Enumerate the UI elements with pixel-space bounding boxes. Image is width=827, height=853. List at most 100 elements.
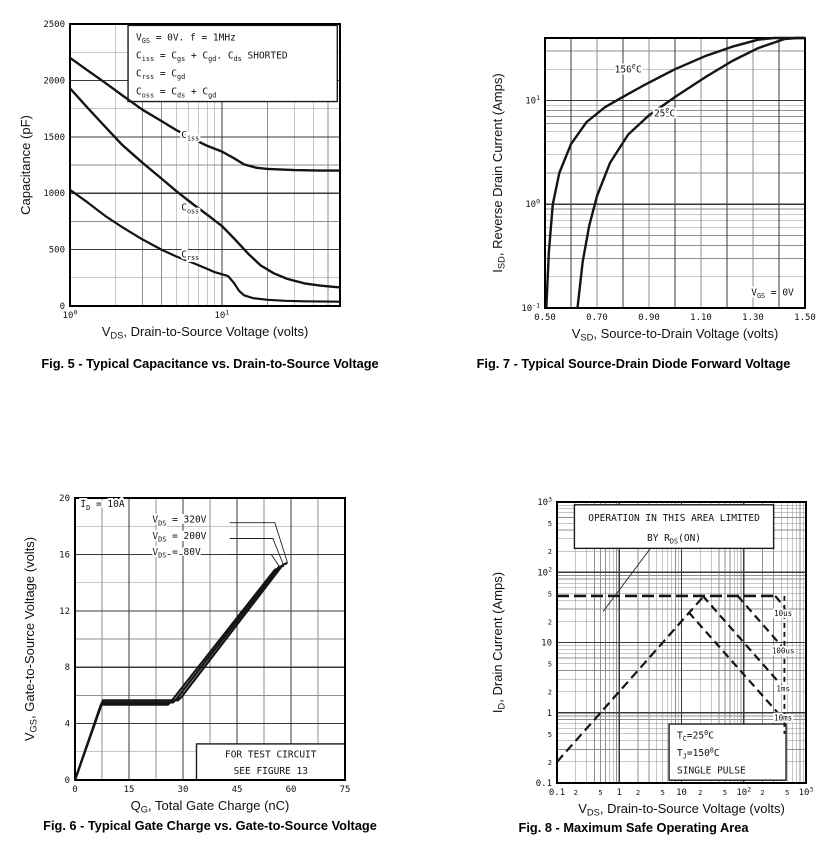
x-tick-label: 0 xyxy=(72,785,77,795)
y-tick-label: 0 xyxy=(60,302,65,312)
y-axis-title: VGS, Gate-to-Source Voltage (volts) xyxy=(22,537,39,741)
y-tick-label: 20 xyxy=(59,494,70,504)
plot-border xyxy=(544,37,806,309)
x-tick-label: 103 xyxy=(799,785,814,798)
curve-label: 10ms xyxy=(774,713,792,722)
series-rds_on_limit xyxy=(556,595,705,763)
y-tick-label: 16 xyxy=(59,550,70,560)
curve-label: Ciss xyxy=(181,130,199,143)
y-tick-label: 500 xyxy=(49,246,65,256)
plot-border xyxy=(69,23,341,307)
fig6-caption: Fig. 6 - Typical Gate Charge vs. Gate-to… xyxy=(43,818,377,833)
y-tick-label: 1000 xyxy=(43,189,65,199)
x-tick-label: 10 xyxy=(676,788,687,798)
y-tick-label: 4 xyxy=(65,720,70,730)
series-pulse_100us xyxy=(736,595,786,651)
x-axis-title: VSD, Source-to-Drain Voltage (volts) xyxy=(572,326,779,343)
fig7-plot: 1500C 250C VGS = 0V 0.50 0.70 0.90 1.10 1.30 1.5… xyxy=(490,36,816,343)
x-tick-label: 2 xyxy=(636,789,640,797)
plot-border xyxy=(74,497,346,781)
x-axis-title: QG, Total Gate Charge (nC) xyxy=(131,798,290,815)
leader-line xyxy=(229,522,288,563)
y-tick-label: 1500 xyxy=(43,133,65,143)
x-tick-label: 30 xyxy=(178,785,189,795)
leader-line xyxy=(229,538,285,566)
y-tick-label: 100 xyxy=(525,198,540,211)
y-tick-label: 0.1 xyxy=(536,779,552,789)
annotation-text: SEE FIGURE 13 xyxy=(234,766,308,777)
figure-8: OPERATION IN THIS AREA LIMITED BY RDS(ON)… xyxy=(440,486,827,836)
y-tick-label: 2 xyxy=(548,759,552,767)
annotation-box xyxy=(573,504,775,550)
leader-line xyxy=(229,554,281,568)
grid-minor xyxy=(75,498,345,780)
annotation-text: Ciss = Cgs + Cgd. Cds SHORTED xyxy=(136,50,288,63)
fig8-caption: Fig. 8 - Maximum Safe Operating Area xyxy=(518,820,749,835)
x-tick-label: 1.10 xyxy=(690,313,712,323)
figure-6: FOR TEST CIRCUIT SEE FIGURE 13 ID = 10A VDS… xyxy=(0,486,420,834)
x-tick-label: 1 xyxy=(617,788,622,798)
curve-label: 1ms xyxy=(776,685,790,694)
curve-label: 10us xyxy=(774,609,792,618)
y-tick-label: 8 xyxy=(65,663,70,673)
x-tick-label: 5 xyxy=(723,789,727,797)
x-tick-label: 1.30 xyxy=(742,313,764,323)
fig5-caption: Fig. 5 - Typical Capacitance vs. Drain-t… xyxy=(41,356,379,371)
annotation-text: BY RDS(ON) xyxy=(647,533,701,546)
series-pulse_1ms xyxy=(701,595,786,690)
plot-border xyxy=(556,501,807,784)
y-tick-label: 12 xyxy=(59,607,70,617)
fig8-plot: OPERATION IN THIS AREA LIMITED BY RDS(ON)… xyxy=(490,495,814,817)
fig8-chart: OPERATION IN THIS AREA LIMITED BY RDS(ON)… xyxy=(440,486,827,818)
curve-label: VGS = 0V xyxy=(751,287,794,300)
x-tick-label: 0.1 xyxy=(549,788,565,798)
y-tick-label: 10-1 xyxy=(521,301,540,314)
series-Coss xyxy=(69,87,341,289)
x-tick-label: 75 xyxy=(340,785,351,795)
x-axis-title: VDS, Drain-to-Source Voltage (volts) xyxy=(102,324,309,341)
series-Crss xyxy=(69,188,341,303)
fig5-plot: VGS = 0V. f = 1MHz Ciss = Cgs + Cgd. Cds … xyxy=(18,20,341,341)
fig6-chart: FOR TEST CIRCUIT SEE FIGURE 13 ID = 10A VDS… xyxy=(0,486,420,816)
curve-label: Crss xyxy=(181,249,199,262)
x-tick-label: 0.50 xyxy=(534,313,556,323)
x-tick-label: 5 xyxy=(598,789,602,797)
x-tick-label: 60 xyxy=(286,785,297,795)
fig6-plot: FOR TEST CIRCUIT SEE FIGURE 13 ID = 10A VDS… xyxy=(22,494,351,815)
y-tick-label: 2 xyxy=(548,548,552,556)
y-tick-label: 5 xyxy=(548,661,552,669)
y-tick-label: 10 xyxy=(541,639,552,649)
series-pulse_10ms xyxy=(687,611,786,722)
y-axis-title: ISD, Reverse Drain Current (Amps) xyxy=(490,73,507,272)
y-tick-label: 102 xyxy=(537,566,552,579)
annotation-text: OPERATION IN THIS AREA LIMITED xyxy=(588,513,760,524)
curve-label: VDS = 200V xyxy=(152,531,206,544)
leader-line xyxy=(602,548,651,612)
series-25C xyxy=(576,36,805,309)
y-tick-label: 101 xyxy=(525,94,540,107)
annotation-text: Crss = Cgd xyxy=(136,69,185,82)
annotation-box xyxy=(127,24,339,103)
x-tick-label: 0.90 xyxy=(638,313,660,323)
series-pulse_10us xyxy=(774,595,786,608)
fig7-caption: Fig. 7 - Typical Source-Drain Diode Forw… xyxy=(476,356,791,371)
x-tick-label: 2 xyxy=(698,789,702,797)
y-tick-label: 103 xyxy=(537,495,552,508)
y-tick-label: 2 xyxy=(548,618,552,626)
curve-label: Coss xyxy=(181,203,199,216)
x-tick-label: 101 xyxy=(214,308,229,321)
annotation-box xyxy=(668,723,787,781)
fig7-chart: 1500C 250C VGS = 0V 0.50 0.70 0.90 1.10 1.30 1.5… xyxy=(440,6,827,354)
x-tick-label: 102 xyxy=(736,785,751,798)
annotation-text: VGS = 0V. f = 1MHz xyxy=(136,32,236,45)
x-tick-label: 15 xyxy=(124,785,135,795)
curve-label: 100us xyxy=(772,646,795,655)
x-tick-label: 5 xyxy=(661,789,665,797)
y-tick-label: 1 xyxy=(547,709,552,719)
y-tick-label: 5 xyxy=(548,590,552,598)
curve-label: VDS = 320V xyxy=(152,515,206,528)
series-150C xyxy=(545,36,805,309)
x-tick-label: 5 xyxy=(785,789,789,797)
figure-7: 1500C 250C VGS = 0V 0.50 0.70 0.90 1.10 1.30 1.5… xyxy=(440,6,827,372)
